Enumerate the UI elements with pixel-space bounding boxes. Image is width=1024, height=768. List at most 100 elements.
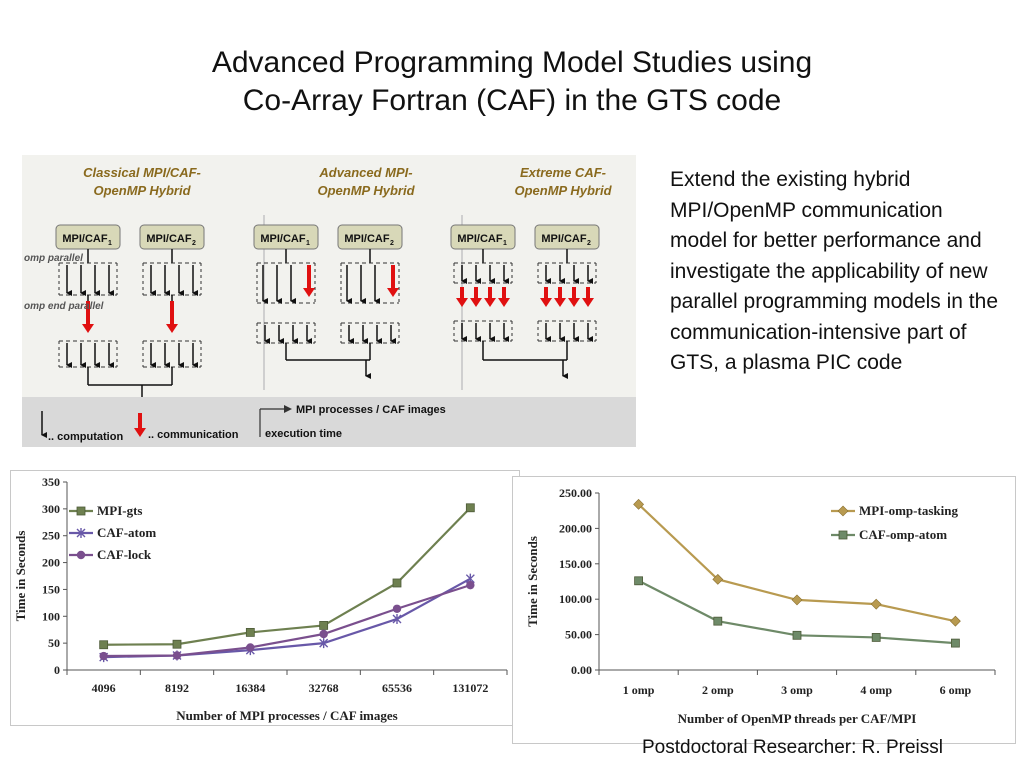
y-axis-title: Time in Seconds: [525, 536, 540, 627]
legend-bar: [22, 397, 636, 447]
y-tick-label: 250.00: [559, 486, 592, 500]
communication-arrowhead: [456, 298, 468, 307]
communication-arrowhead: [484, 298, 496, 307]
legend-marker: [76, 550, 86, 560]
data-point-caf-lock: [392, 604, 402, 613]
y-tick-label: 50: [48, 636, 60, 650]
x-tick-label: 4 omp: [860, 683, 892, 697]
x-tick-label: 6 omp: [940, 683, 972, 697]
communication-arrowhead: [568, 298, 580, 307]
legend-axis-arrowhead: [284, 405, 292, 413]
legend-entry-caf-lock: CAF-lock: [97, 547, 152, 562]
x-tick-label: 32768: [309, 681, 339, 695]
slide-title: Advanced Programming Model Studies using…: [0, 44, 1024, 120]
data-point-mpi-omp-tasking: [870, 598, 882, 610]
x-tick-label: 3 omp: [781, 683, 813, 697]
legend-marker: [837, 505, 849, 517]
data-point-mpi-gts: [99, 640, 109, 650]
data-point-mpi-gts: [172, 639, 182, 649]
y-tick-label: 150.00: [559, 557, 592, 571]
column-title-line-1: Extreme CAF-: [520, 165, 606, 180]
communication-arrowhead: [498, 298, 510, 307]
legend-communication: .. communication: [148, 429, 239, 441]
data-point-caf-lock: [172, 651, 182, 660]
series-line-mpi-gts: [103, 507, 472, 646]
omp-threads-time-chart: 250.00 200.00 150.00 100.00 50.00 0.00 1 omp 2 …: [512, 476, 1016, 744]
data-point-caf-omp-atom: [871, 633, 881, 642]
column-title-line-2: OpenMP Hybrid: [317, 183, 415, 198]
data-point-caf-lock: [319, 629, 328, 639]
mpi-caf-subscript: 2: [192, 240, 196, 247]
x-axis-title: Number of OpenMP threads per CAF/MPI: [678, 711, 917, 726]
communication-arrowhead: [166, 324, 178, 333]
y-axis-title: Time in Seconds: [13, 531, 28, 622]
legend-entry-caf-omp-atom: CAF-omp-atom: [859, 527, 947, 542]
y-tick-label: 0: [54, 663, 60, 677]
data-point-mpi-omp-tasking: [712, 573, 724, 585]
legend-marker: [76, 528, 86, 538]
mpi-caf-time-chart: 350 300 250 200 150 100 50 0 4096 8192 16384 32768 6…: [10, 470, 520, 726]
communication-arrowhead: [82, 324, 94, 333]
y-tick-label: 100.00: [559, 592, 592, 606]
mpi-caf-subscript: 2: [587, 240, 591, 247]
x-tick-label: 1 omp: [623, 683, 655, 697]
data-point-mpi-gts: [319, 621, 329, 630]
y-tick-label: 200: [42, 556, 60, 570]
mpi-caf-label: MPI/CAF: [146, 233, 192, 245]
legend-execution-time: execution time: [265, 428, 342, 440]
communication-arrowhead: [540, 298, 552, 307]
data-point-mpi-omp-tasking: [633, 498, 645, 510]
legend-marker: [76, 506, 86, 516]
data-point-mpi-omp-tasking: [791, 594, 803, 606]
y-tick-label: 350: [42, 475, 60, 489]
series-line-caf-lock: [103, 584, 471, 658]
y-tick-label: 150: [42, 582, 60, 596]
data-point-caf-atom: [392, 613, 402, 624]
x-axis-title: Number of MPI processes / CAF images: [176, 708, 397, 723]
data-point-mpi-gts: [245, 627, 255, 637]
programming-model-diagram: Classical MPI/CAF- OpenMP Hybrid MPI/CAF 1 M…: [22, 155, 636, 447]
x-tick-label: 65536: [382, 681, 412, 695]
mpi-caf-subscript: 2: [390, 240, 394, 247]
legend-entry-mpi-gts: MPI-gts: [97, 503, 143, 518]
data-point-mpi-gts: [465, 503, 475, 513]
data-point-caf-atom: [319, 638, 329, 649]
data-point-caf-omp-atom: [950, 638, 960, 648]
data-point-caf-omp-atom: [792, 630, 802, 640]
data-point-mpi-omp-tasking: [949, 615, 961, 627]
mpi-caf-subscript: 1: [503, 240, 507, 247]
omp-end-parallel-label: omp end parallel: [24, 301, 104, 312]
legend-entry-caf-atom: CAF-atom: [97, 525, 156, 540]
column-title-line-1: Classical MPI/CAF-: [83, 165, 201, 180]
description-text: Extend the existing hybrid MPI/OpenMP co…: [670, 168, 998, 374]
communication-legend-arrowhead: [134, 428, 146, 437]
communication-arrowhead: [470, 298, 482, 307]
data-point-caf-lock: [246, 643, 255, 652]
legend-entry-mpi-omp-tasking: MPI-omp-tasking: [859, 503, 958, 518]
mpi-caf-label: MPI/CAF: [62, 233, 108, 245]
communication-arrowhead: [303, 288, 315, 297]
mpi-caf-label: MPI/CAF: [260, 233, 306, 245]
title-line-1: Advanced Programming Model Studies using: [211, 46, 813, 79]
communication-arrowhead: [387, 288, 399, 297]
communication-arrowhead: [582, 298, 594, 307]
x-tick-label: 4096: [92, 681, 116, 695]
legend-computation: .. computation: [48, 431, 123, 443]
y-tick-label: 200.00: [559, 521, 592, 535]
y-tick-label: 250: [42, 529, 60, 543]
data-point-caf-lock: [466, 580, 475, 590]
legend-mpi-processes: MPI processes / CAF images: [296, 404, 446, 416]
data-point-mpi-gts: [392, 578, 402, 588]
x-tick-label: 131072: [452, 681, 488, 695]
legend-marker: [838, 530, 848, 540]
y-tick-label: 0.00: [571, 663, 592, 677]
column-title-line-1: Advanced MPI-: [318, 165, 412, 180]
data-point-caf-lock: [99, 651, 108, 661]
y-tick-label: 50.00: [565, 628, 592, 642]
x-tick-label: 2 omp: [702, 683, 734, 697]
x-tick-label: 8192: [165, 681, 189, 695]
column-title-line-2: OpenMP Hybrid: [514, 183, 612, 198]
y-tick-label: 100: [42, 609, 60, 623]
title-line-2: Co-Array Fortran (CAF) in the GTS code: [242, 84, 782, 117]
data-point-caf-omp-atom: [634, 576, 643, 586]
